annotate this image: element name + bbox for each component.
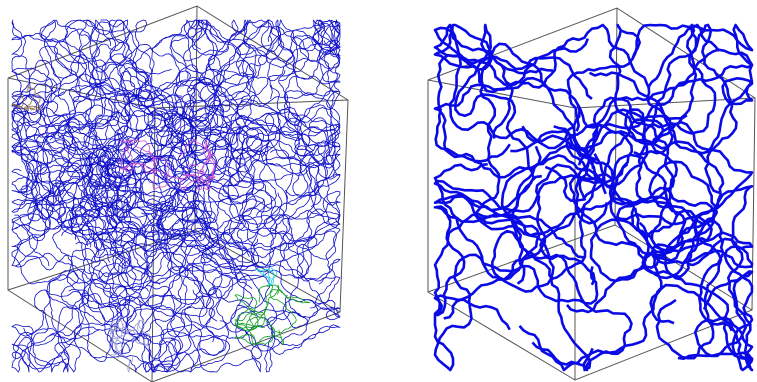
cluster-path [146, 272, 340, 372]
figure [0, 0, 757, 382]
page: (() => { JSON.parse(document.getElementB… [0, 0, 757, 382]
cluster-path [180, 140, 215, 190]
cluster-path [223, 191, 340, 259]
left-network [12, 20, 340, 372]
right-network [435, 25, 752, 370]
